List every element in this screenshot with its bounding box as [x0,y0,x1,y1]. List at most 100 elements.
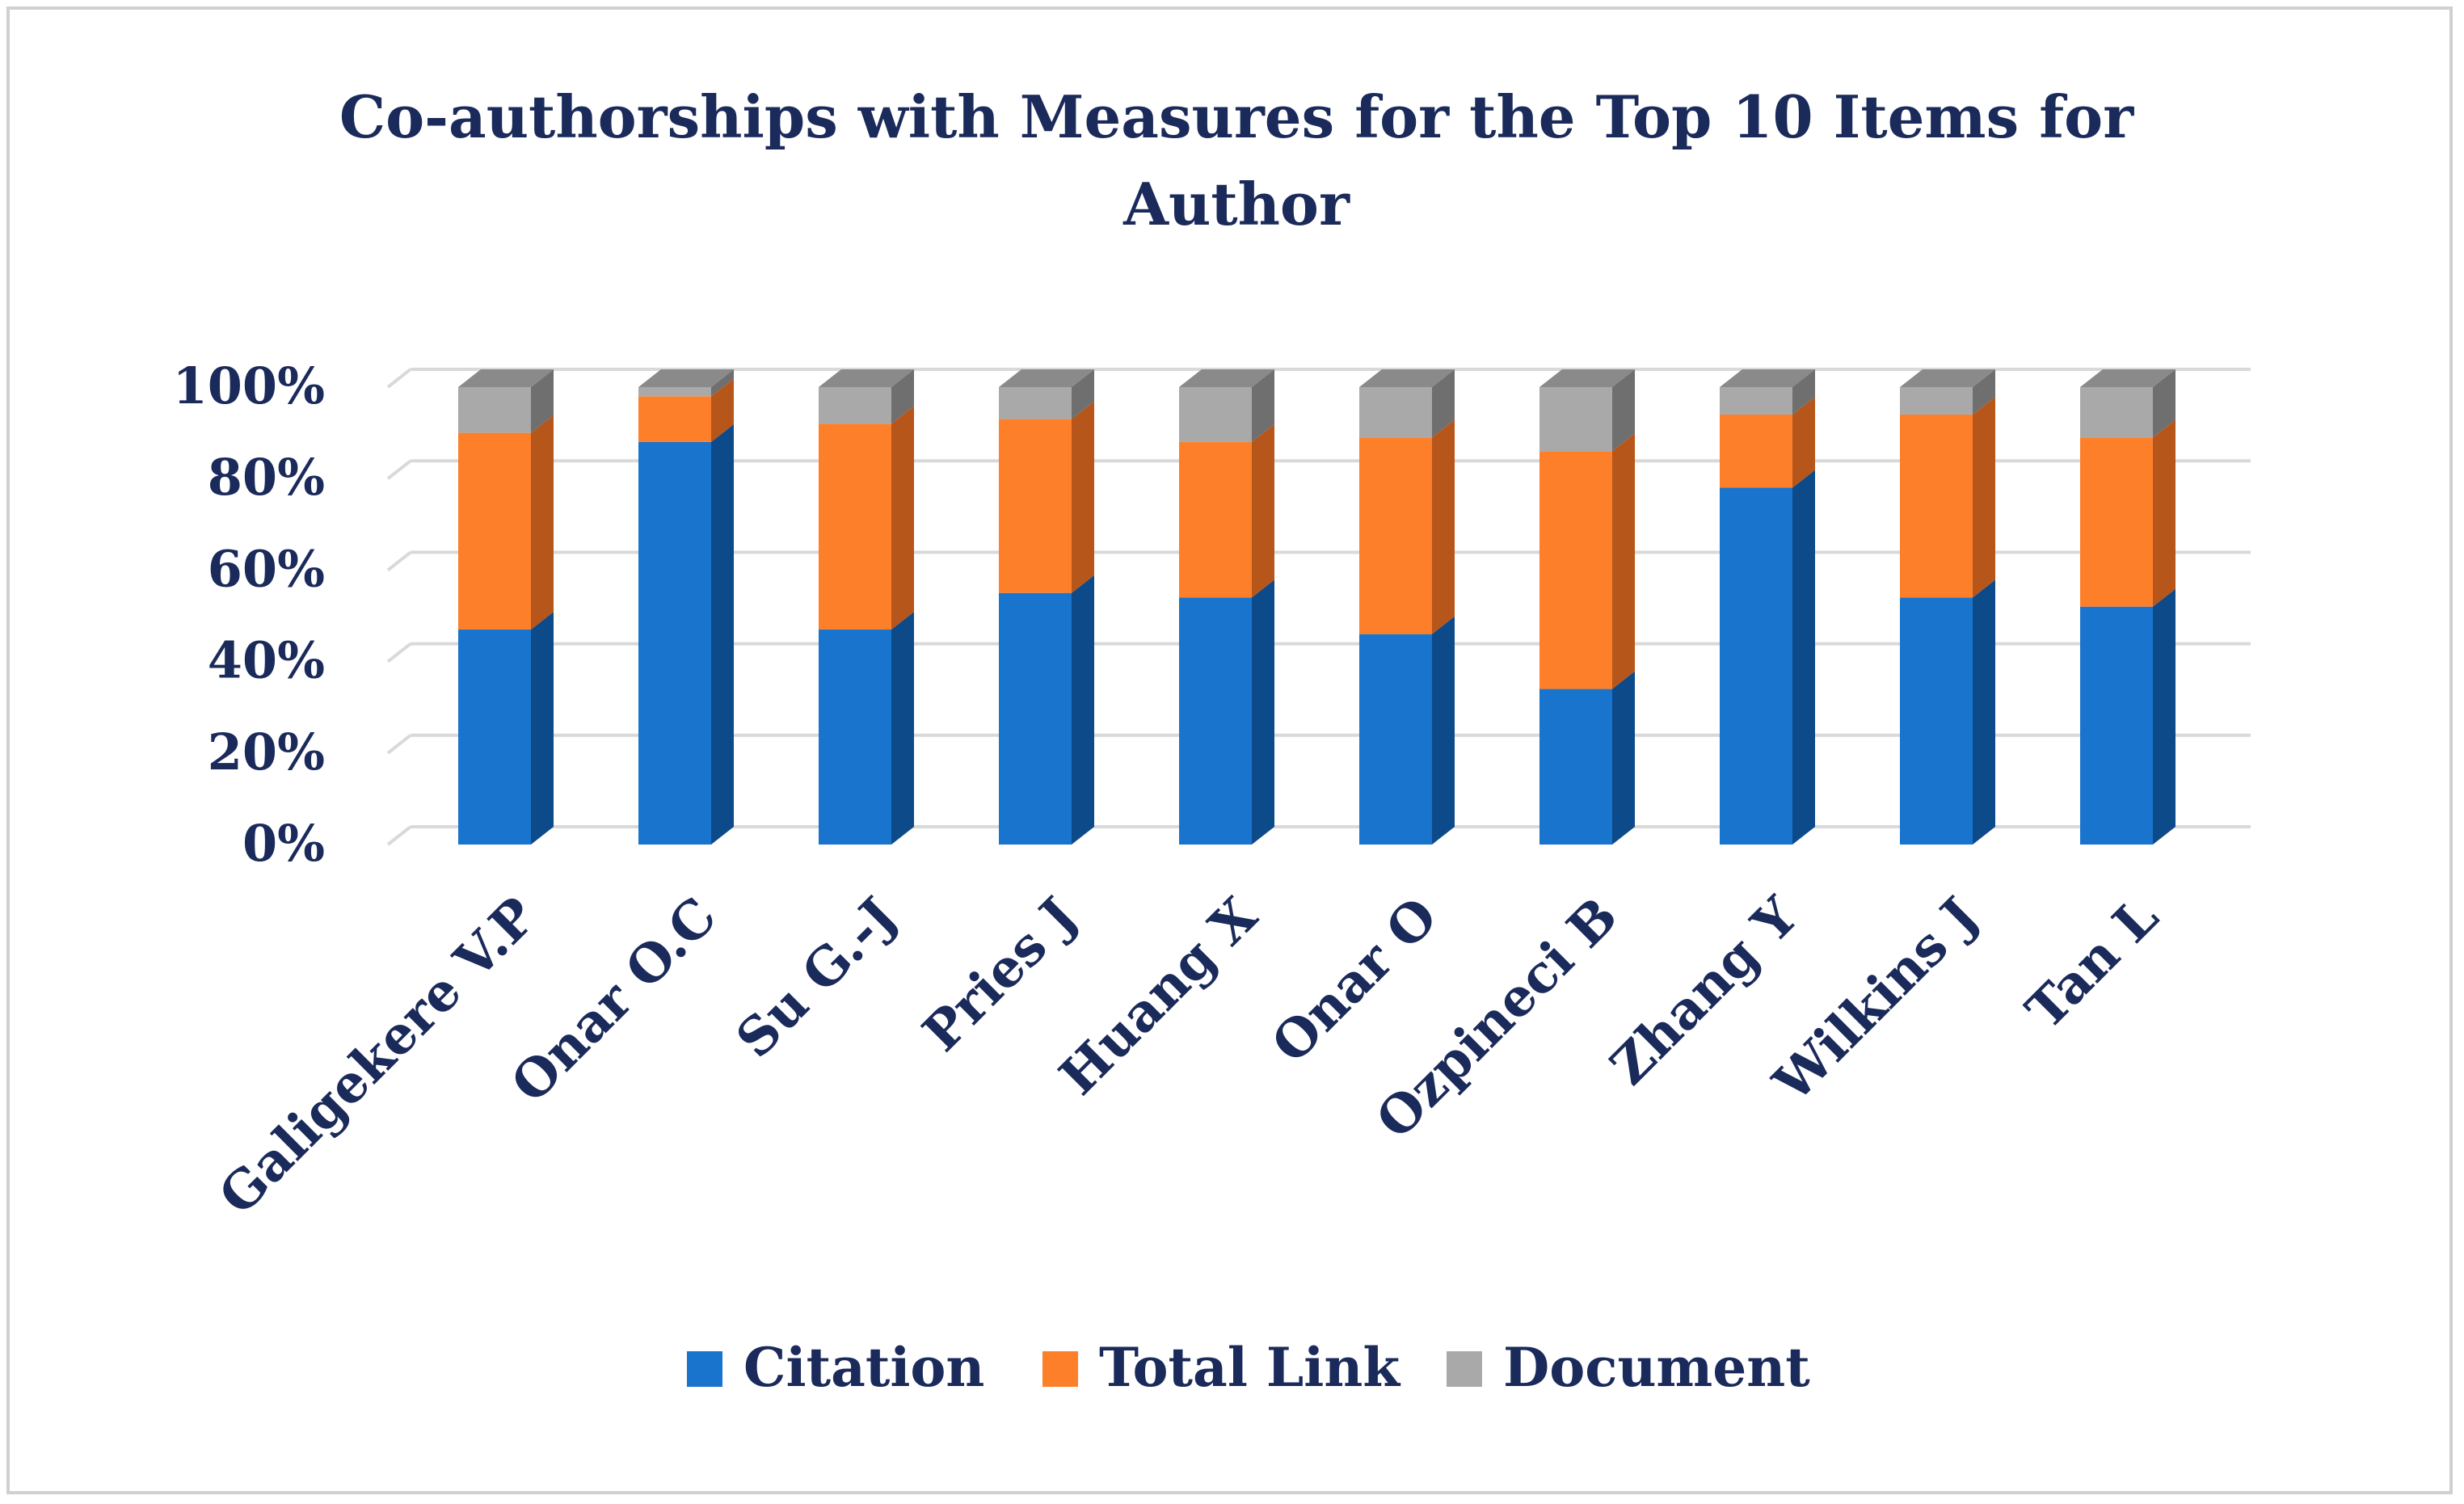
bar-segment [1539,387,1612,452]
bar-segment [1720,414,1792,488]
legend-swatch [1447,1351,1482,1387]
bar-segment-side [1792,396,1815,488]
y-axis: 0% 20% 40% 60% 80% 100% [173,356,325,873]
bar-segment-side [1252,369,1274,442]
bar-segment-side [2153,588,2175,845]
bar-stack [1900,369,1995,845]
gridline-edge [386,550,412,571]
bar-segment-side [1072,401,1094,593]
x-tick-label: Pries J [912,886,1089,1064]
legend-label: Total Link [1099,1336,1400,1399]
bar-segment [819,423,891,630]
bar-segment [1359,387,1432,438]
bar-top [1359,369,1455,387]
x-tick-label: Su G.-J [725,886,908,1069]
bar-segment-side [1973,579,1995,845]
legend-label: Citation [743,1336,984,1399]
bar-segment [1179,387,1252,442]
bar-stack [458,369,554,845]
bar-top [458,369,554,387]
bar-stack [999,369,1094,845]
bar-segment-side [1612,433,1635,689]
bar-segment [2080,437,2153,607]
bar-segment [2080,606,2153,845]
x-tick-label: Galigekere V.P [208,886,548,1226]
bar-segment [999,387,1072,419]
bar-segment [1359,634,1432,845]
bar-segment-side [711,369,734,397]
y-tick-label: 80% [208,448,325,507]
bar-segment [1900,387,1973,415]
bar-segment-side [531,415,554,630]
bar-segment [1900,414,1973,598]
gridline-edge [386,825,412,846]
bar-segment-side [1252,423,1274,598]
bar-segment [1179,441,1252,598]
chart-title-line-2: Author [1122,170,1350,238]
bar-stack [1539,369,1635,845]
bar-segment [1179,597,1252,845]
legend-label: Document [1503,1336,1810,1399]
legend: Citation Total Link Document [687,1336,1810,1399]
legend-swatch [1042,1351,1078,1387]
bar-segment-side [1612,369,1635,452]
gridline-edge [386,642,412,664]
bar-segment-side [1973,369,1995,415]
bar-segment [819,629,891,845]
bar-segment-side [1792,369,1815,415]
bar-top [2080,369,2175,387]
bar-top [1179,369,1274,387]
bar-segment-side [1973,396,1995,598]
bar-stack [819,369,914,845]
bars [458,369,2175,845]
bar-segment [999,592,1072,845]
bar-segment [1359,437,1432,634]
bar-segment [458,432,531,630]
bar-top [999,369,1094,387]
bar-segment-side [891,369,914,424]
chart-title-line-1: Co-authorships with Measures for the Top… [339,82,2134,151]
bar-segment [458,387,531,433]
bar-stack [1720,369,1815,845]
bar-segment [1539,451,1612,689]
bar-segment-side [891,611,914,845]
bar-segment-side [1072,369,1094,419]
x-tick-label: Tan L [2015,886,2170,1041]
bar-stack [2080,369,2175,845]
bar-segment [819,387,891,424]
bar-stack [1359,369,1455,845]
bar-top [638,369,734,387]
bar-segment [999,419,1072,593]
bar-segment [638,396,711,442]
bar-segment-side [891,406,914,630]
bar-segment [638,441,711,845]
y-tick-label: 20% [208,723,325,781]
bar-segment [1900,597,1973,845]
x-tick-label: Onar O [1261,886,1450,1075]
bar-stack [638,369,734,845]
bar-top [1539,369,1635,387]
gridline-edge [386,734,412,755]
y-tick-label: 60% [208,539,325,598]
bar-top [819,369,914,387]
bar-segment-side [2153,369,2175,438]
bar-segment-side [711,423,734,845]
bar-segment-side [2153,419,2175,607]
bar-top [1720,369,1815,387]
bar-segment-side [1252,579,1274,845]
bar-segment-side [1792,470,1815,845]
bar-segment [1539,689,1612,845]
bar-segment-side [1432,616,1455,845]
bar-segment-side [531,369,554,433]
legend-swatch [687,1351,722,1387]
bar-segment-side [1432,419,1455,634]
bar-segment-side [1432,369,1455,438]
bar-segment-side [1072,575,1094,845]
bar-segment [638,387,711,397]
bar-segment-side [531,611,554,845]
bar-segment [1720,487,1792,845]
bar-top [1900,369,1995,387]
y-tick-label: 100% [173,356,325,415]
